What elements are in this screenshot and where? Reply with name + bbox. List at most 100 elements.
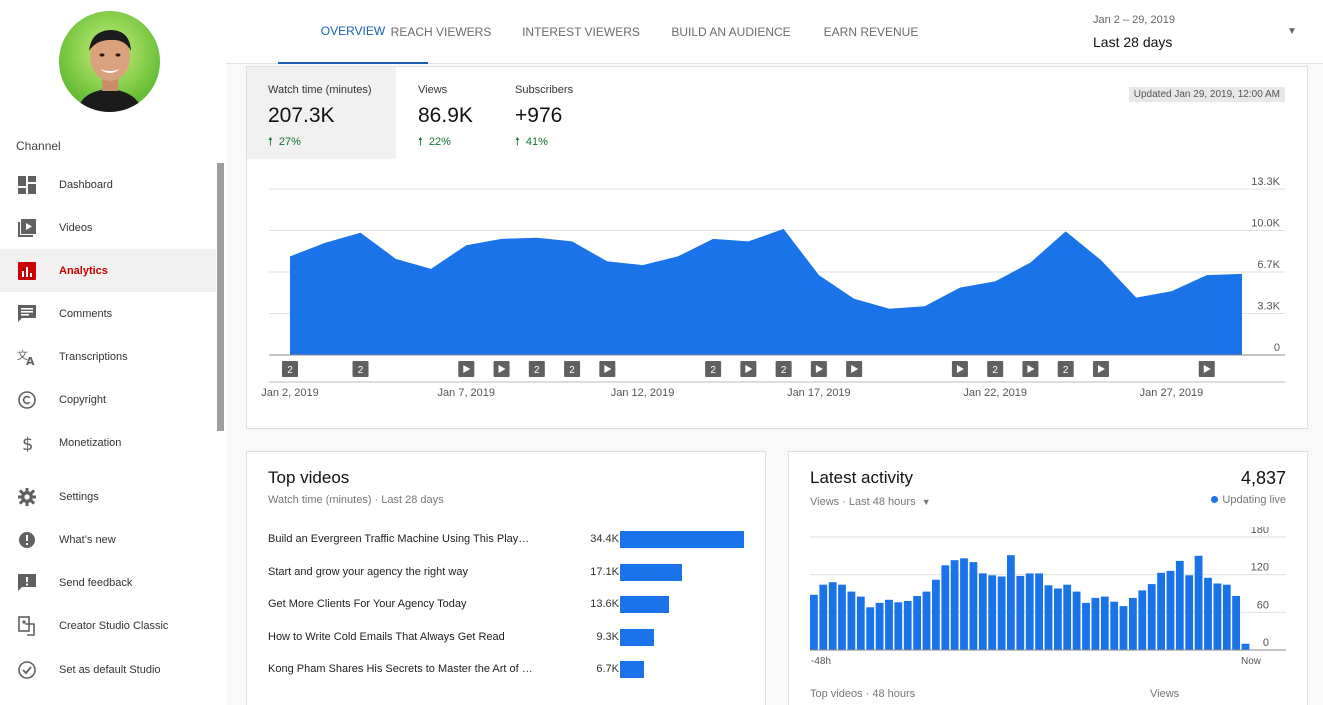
activity-bar[interactable] [1194,555,1203,650]
sidebar-item-dashboard[interactable]: Dashboard [0,163,216,206]
activity-bar[interactable] [932,579,940,650]
activity-bar[interactable] [838,584,846,650]
activity-bar[interactable] [1091,597,1100,650]
activity-bar[interactable] [828,582,837,650]
activity-bar[interactable] [885,599,893,650]
activity-bar[interactable] [978,573,987,650]
date-range-selector[interactable]: Last 28 days [1093,34,1173,50]
activity-bar[interactable] [1138,590,1147,650]
video-publish-marker[interactable] [740,361,757,377]
sidebar-item-copyright[interactable]: Copyright [0,378,216,421]
activity-bar[interactable] [950,560,959,650]
sidebar-item-creator-studio-classic[interactable]: Creator Studio Classic [0,604,216,647]
activity-bar[interactable] [810,594,818,650]
tab-overview[interactable]: OVERVIEW [278,0,428,64]
activity-bar[interactable] [1213,583,1222,651]
activity-bar[interactable] [1147,584,1156,650]
sidebar-item-monetization[interactable]: $ Monetization [0,421,216,464]
tab-earn-revenue[interactable]: EARN REVENUE [823,25,919,39]
sidebar-item-whats-new[interactable]: What’s new [0,518,216,561]
activity-bar[interactable] [1185,575,1194,650]
activity-period-dropdown[interactable]: Views · Last 48 hours ▼ [810,496,931,508]
latest-activity-chart[interactable]: 0 60 120 180 -48h Now [789,527,1307,677]
activity-bar[interactable] [903,601,912,650]
multi-video-marker[interactable]: 2 [987,361,1004,377]
activity-bar[interactable] [894,602,903,650]
activity-bar[interactable] [1082,602,1090,650]
play-icon [1203,365,1211,373]
activity-bar[interactable] [969,562,978,650]
activity-bar[interactable] [856,596,865,650]
activity-bar[interactable] [1222,584,1231,650]
activity-bar[interactable] [913,596,921,650]
multi-video-marker[interactable]: 2 [775,361,792,377]
sidebar-item-send-feedback[interactable]: Send feedback [0,561,216,604]
metric-subscribers[interactable]: Subscribers +976 🠕 41% [494,67,614,159]
watch-time-chart[interactable]: 0 3.3K 6.7K 10.0K 13.3K 2 2 2 2 2 2 2 2 Jan 2, 2019 Ja… [247,167,1307,407]
tab-reach-viewers[interactable]: REACH VIEWERS [390,25,492,39]
top-video-row[interactable]: Build an Evergreen Traffic Machine Using… [268,530,748,550]
top-video-row[interactable]: Start and grow your agency the right way… [268,563,748,583]
activity-bar[interactable] [1025,573,1034,650]
activity-bar[interactable] [1157,572,1165,650]
activity-bar[interactable] [1063,584,1072,650]
activity-bar[interactable] [922,591,931,650]
activity-bar[interactable] [875,602,884,650]
multi-video-marker[interactable]: 2 [528,361,545,377]
top-video-row[interactable]: Kong Pham Shares His Secrets to Master t… [268,660,748,680]
sidebar-item-comments[interactable]: Comments [0,292,216,335]
channel-avatar[interactable] [59,11,160,112]
video-publish-marker[interactable] [810,361,827,377]
multi-video-marker[interactable]: 2 [352,361,369,377]
activity-bar[interactable] [1232,596,1240,650]
sidebar-item-set-default[interactable]: Set as default Studio [0,648,216,691]
activity-bar[interactable] [1204,577,1212,650]
sidebar-item-settings[interactable]: Settings [0,475,216,518]
activity-bar[interactable] [1175,560,1184,650]
activity-bar[interactable] [1100,596,1109,650]
sidebar-item-videos[interactable]: Videos [0,206,216,249]
activity-bar[interactable] [1072,591,1081,650]
video-publish-marker[interactable] [1022,361,1039,377]
activity-bar[interactable] [1110,601,1119,650]
activity-bar[interactable] [1016,575,1025,650]
dropdown-triangle-icon[interactable]: ▼ [1287,26,1297,37]
sidebar-scrollbar[interactable] [217,163,224,431]
video-publish-marker[interactable] [1198,361,1215,377]
activity-bar[interactable] [1166,570,1175,650]
metric-watch-time[interactable]: Watch time (minutes) 207.3K 🠕 27% [247,67,396,159]
metric-views[interactable]: Views 86.9K 🠕 22% [396,67,494,159]
activity-bar[interactable] [1035,573,1043,650]
activity-bar[interactable] [819,584,828,650]
activity-bar[interactable] [866,607,875,650]
activity-bar[interactable] [1119,606,1128,650]
video-publish-marker[interactable] [458,361,475,377]
activity-bar[interactable] [1054,588,1062,651]
activity-bar[interactable] [960,558,968,650]
multi-video-marker[interactable]: 2 [564,361,581,377]
watch-time-area[interactable] [290,228,1242,355]
dropdown-triangle-icon: ▼ [921,497,931,507]
activity-bar[interactable] [1241,643,1250,650]
activity-bar[interactable] [988,575,997,650]
top-video-row[interactable]: How to Write Cold Emails That Always Get… [268,628,748,648]
activity-bar[interactable] [997,576,1006,651]
video-publish-marker[interactable] [493,361,510,377]
video-publish-marker[interactable] [951,361,968,377]
activity-bar[interactable] [1129,597,1137,650]
multi-video-marker[interactable]: 2 [705,361,722,377]
activity-bar[interactable] [1007,555,1015,650]
video-publish-marker[interactable] [599,361,616,377]
tab-build-an-audience[interactable]: BUILD AN AUDIENCE [671,25,791,39]
top-video-row[interactable]: Get More Clients For Your Agency Today 13… [268,595,748,615]
video-publish-marker[interactable] [1092,361,1109,377]
sidebar-item-analytics[interactable]: Analytics [0,249,216,292]
activity-bar[interactable] [941,565,950,651]
multi-video-marker[interactable]: 2 [1057,361,1074,377]
multi-video-marker[interactable]: 2 [282,361,298,377]
activity-bar[interactable] [847,591,856,650]
tab-interest-viewers[interactable]: INTEREST VIEWERS [522,25,640,39]
activity-bar[interactable] [1044,585,1053,650]
video-publish-marker[interactable] [846,361,863,377]
